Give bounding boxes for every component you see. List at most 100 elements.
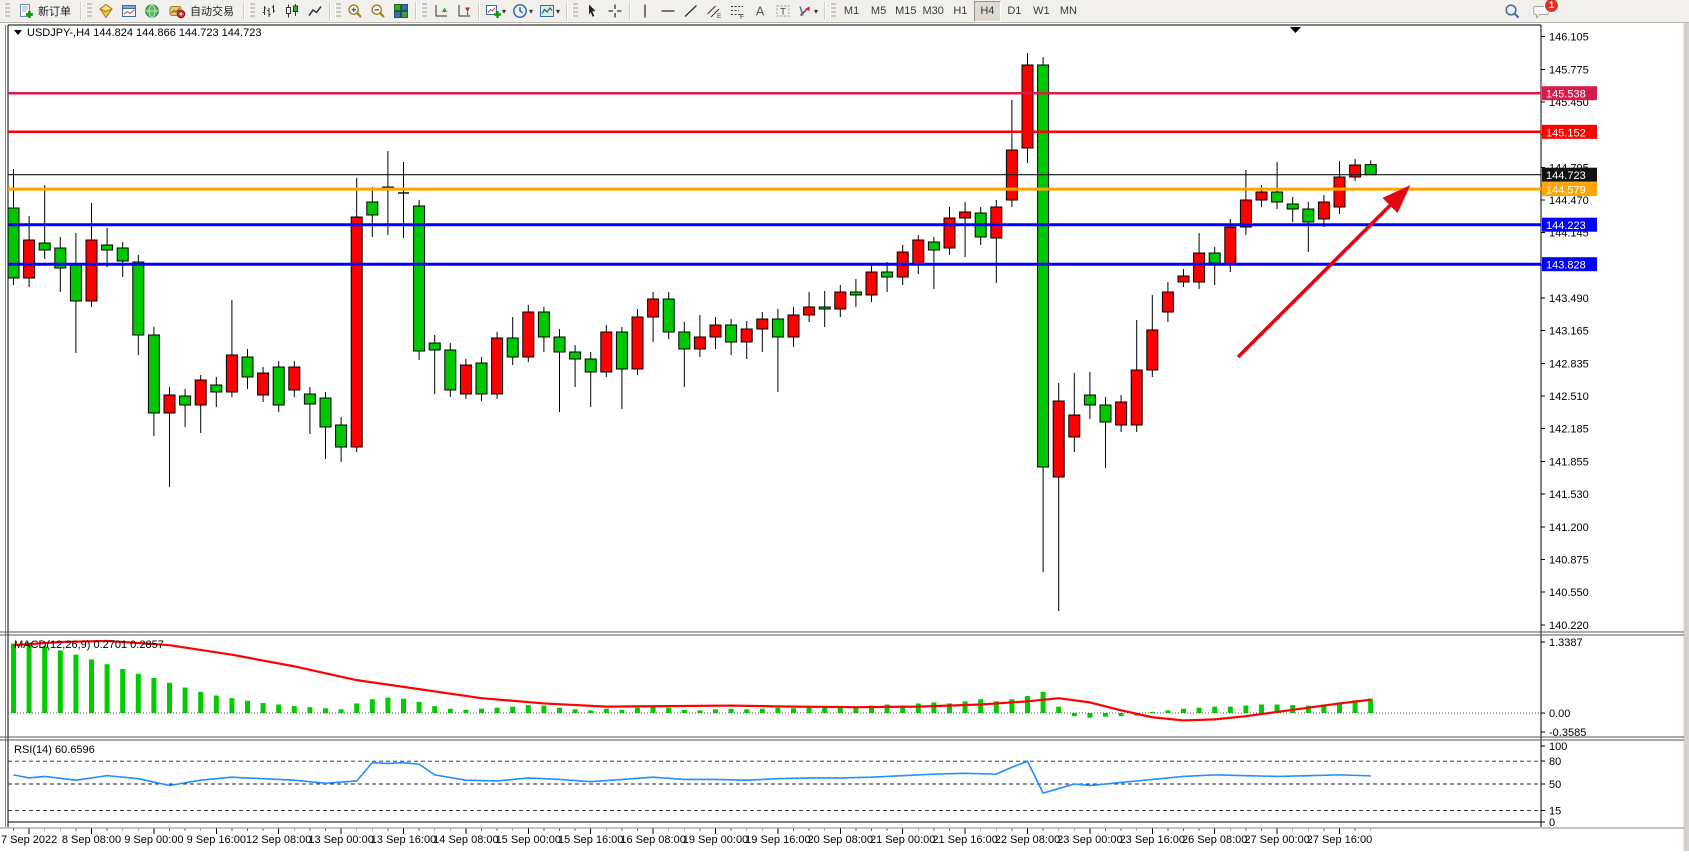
- timeframe-W1[interactable]: W1: [1028, 1, 1055, 22]
- crosshair-button[interactable]: [603, 1, 626, 22]
- chart-window-button[interactable]: [117, 1, 140, 22]
- toolbar-grip[interactable]: [830, 3, 836, 19]
- price-label-badge: 145.152: [1542, 125, 1597, 140]
- macd-histogram-bar: [292, 706, 297, 713]
- macd-histogram-bar: [229, 698, 234, 713]
- fibonacci-button[interactable]: F: [725, 1, 748, 22]
- chevron-down-icon: ▾: [556, 7, 560, 16]
- news-button[interactable]: [140, 1, 163, 22]
- bar-chart-button[interactable]: [257, 1, 280, 22]
- timeframe-M5[interactable]: M5: [865, 1, 892, 22]
- candle: [1131, 320, 1142, 432]
- macd-histogram-bar: [1212, 707, 1217, 713]
- candle: [1334, 161, 1345, 214]
- timeframe-M30[interactable]: M30: [919, 1, 946, 22]
- toolbar-grip[interactable]: [4, 3, 10, 19]
- auto-trading-button[interactable]: 自动交易: [163, 1, 240, 22]
- arrows-dropdown[interactable]: ▾: [794, 1, 821, 22]
- candle: [944, 207, 955, 255]
- horizontal-level-lines[interactable]: 145.538145.152144.723144.579144.223143.8…: [8, 86, 1597, 272]
- market-watch-button[interactable]: [94, 1, 117, 22]
- macd-histogram-bar: [760, 709, 765, 713]
- chart-shift-button[interactable]: [452, 1, 475, 22]
- macd-histogram-bar: [323, 708, 328, 713]
- time-tick-label: 19 Sep 00:00: [683, 834, 748, 846]
- new-chart-dropdown[interactable]: ▾: [482, 1, 509, 22]
- macd-histogram-bar: [916, 703, 921, 713]
- time-tick-label: 19 Sep 16:00: [745, 834, 810, 846]
- svg-text:E: E: [717, 13, 722, 19]
- search-button[interactable]: [1501, 1, 1524, 22]
- text-button[interactable]: A: [748, 1, 771, 22]
- time-tick-label: 16 Sep 08:00: [620, 834, 685, 846]
- trendline-button[interactable]: [679, 1, 702, 22]
- templates-dropdown[interactable]: ▾: [536, 1, 563, 22]
- timeframe-M1[interactable]: M1: [838, 1, 865, 22]
- price-tick-label: 141.530: [1549, 489, 1589, 501]
- candle: [866, 265, 877, 302]
- candle: [1287, 197, 1298, 222]
- toolbar-grip[interactable]: [249, 3, 255, 19]
- candle: [726, 319, 737, 355]
- macd-tick-label: 0.00: [1549, 708, 1570, 720]
- auto-arrange-button[interactable]: [429, 1, 452, 22]
- notification-badge: 1: [1544, 0, 1559, 13]
- horizontal-line-button[interactable]: [656, 1, 679, 22]
- timeframe-H4[interactable]: H4: [974, 1, 1001, 22]
- zoom-in-icon: [347, 3, 363, 19]
- periods-dropdown[interactable]: ▾: [509, 1, 536, 22]
- new-order-button[interactable]: 新订单: [12, 1, 77, 22]
- toolbar-grip[interactable]: [421, 3, 427, 19]
- macd-histogram-bar: [401, 699, 406, 713]
- price-tick-label: 140.550: [1549, 587, 1589, 599]
- candle: [523, 305, 534, 362]
- candle: [1178, 269, 1189, 287]
- separator: [629, 2, 630, 20]
- price-tick-label: 142.510: [1549, 391, 1589, 403]
- timeframe-D1[interactable]: D1: [1001, 1, 1028, 22]
- symbol-dropdown-icon[interactable]: [14, 30, 22, 35]
- macd-histogram-bar: [214, 696, 219, 713]
- candlestick-chart-button[interactable]: [280, 1, 303, 22]
- toolbar-grip[interactable]: [335, 3, 341, 19]
- chart-shift-marker[interactable]: [1290, 27, 1301, 33]
- toolbar-grip[interactable]: [86, 3, 92, 19]
- toolbar-right-group: 1: [1501, 1, 1554, 22]
- macd-histogram-bar: [385, 698, 390, 713]
- time-tick-label: 23 Sep 16:00: [1120, 834, 1185, 846]
- timeframe-MN[interactable]: MN: [1055, 1, 1082, 22]
- vertical-line-button[interactable]: [633, 1, 656, 22]
- candle: [86, 203, 97, 307]
- tile-windows-button[interactable]: [389, 1, 412, 22]
- timeframe-H1[interactable]: H1: [947, 1, 974, 22]
- new-order-label: 新订单: [38, 3, 71, 19]
- price-label-text: 144.223: [1546, 220, 1586, 232]
- line-chart-button[interactable]: [303, 1, 326, 22]
- chat-button[interactable]: 1: [1530, 1, 1554, 22]
- candle: [164, 387, 175, 487]
- chart-window[interactable]: 146.105145.775145.450145.125144.795144.4…: [0, 23, 1689, 851]
- candle: [336, 417, 347, 462]
- timeframe-M15[interactable]: M15: [892, 1, 919, 22]
- zoom-in-button[interactable]: [343, 1, 366, 22]
- price-tick-label: 143.490: [1549, 293, 1589, 305]
- cursor-button[interactable]: [580, 1, 603, 22]
- candle: [819, 291, 830, 327]
- candle: [1194, 233, 1205, 289]
- candle: [398, 162, 409, 238]
- macd-histogram-bar: [167, 683, 172, 713]
- macd-histogram-bar: [775, 708, 780, 713]
- text-label-button[interactable]: T: [771, 1, 794, 22]
- macd-histogram-bar: [432, 706, 437, 713]
- candle: [1350, 159, 1361, 181]
- zoom-out-button[interactable]: [366, 1, 389, 22]
- candle: [585, 352, 596, 407]
- macd-histogram-bar: [1181, 709, 1186, 713]
- chart-canvas[interactable]: 146.105145.775145.450145.125144.795144.4…: [0, 23, 1689, 851]
- svg-text:T: T: [780, 7, 786, 18]
- price-axis[interactable]: 146.105145.775145.450145.125144.795144.4…: [1541, 32, 1589, 633]
- channel-button[interactable]: E: [702, 1, 725, 22]
- toolbar-grip[interactable]: [572, 3, 578, 19]
